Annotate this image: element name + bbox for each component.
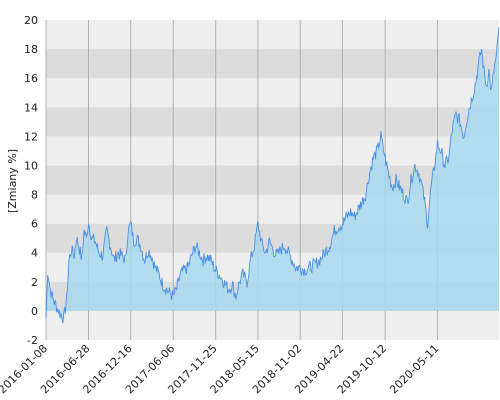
y-tick-label: 10 [24, 159, 38, 172]
y-axis-label: [Zmiany %] [6, 149, 19, 213]
grid-band [46, 310, 499, 340]
y-tick-label: 6 [31, 218, 38, 231]
grid-band [46, 107, 499, 137]
y-tick-label: 16 [24, 72, 38, 85]
series-line [45, 27, 500, 324]
y-tick-label: 8 [31, 189, 38, 202]
y-tick-label: 18 [24, 43, 38, 56]
y-tick-label: -2 [27, 334, 38, 347]
y-tick-label: 0 [31, 305, 38, 318]
y-axis-ticks: -2 0 2 4 6 8 10 12 14 16 18 20 [24, 14, 38, 347]
x-axis-ticks: 2016-01-082016-06-282016-12-162017-06-06… [0, 342, 442, 396]
x-tick-label: 2020-05-11 [387, 342, 441, 396]
grid-band [46, 20, 499, 50]
y-tick-label: 20 [24, 14, 38, 27]
grid-band [46, 78, 499, 108]
y-tick-label: 12 [24, 130, 38, 143]
grid-band [46, 49, 499, 79]
y-tick-label: 14 [24, 101, 38, 114]
series-area [46, 27, 499, 324]
y-tick-label: 2 [31, 276, 38, 289]
y-tick-label: 4 [31, 247, 38, 260]
grid-band [46, 136, 499, 166]
